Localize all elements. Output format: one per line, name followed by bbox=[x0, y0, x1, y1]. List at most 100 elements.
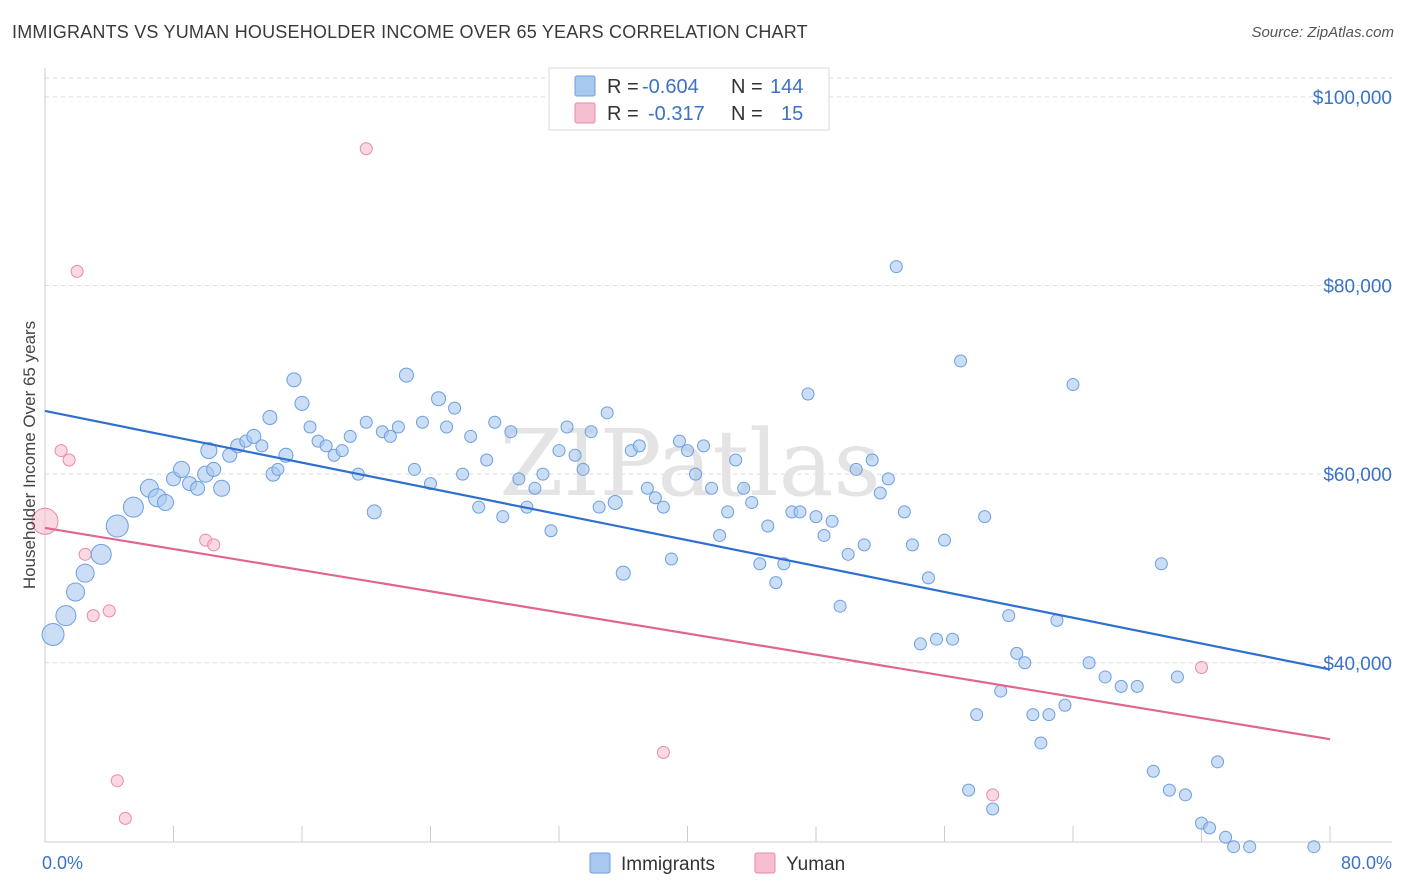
grid-lines bbox=[45, 77, 1392, 664]
immigrants-point-112 bbox=[970, 708, 984, 722]
immigrants-point-91 bbox=[801, 387, 815, 401]
immigrants-point-41 bbox=[398, 367, 414, 383]
yuman-point-1 bbox=[54, 444, 68, 458]
immigrants-point-45 bbox=[431, 391, 447, 407]
immigrants-point-137 bbox=[1219, 830, 1233, 844]
immigrants-point-135 bbox=[1203, 821, 1217, 835]
bottom-legend-label-immigrants: Immigrants bbox=[621, 854, 715, 875]
y-tick-labels: $100,000 $80,000 $60,000 $40,000 bbox=[1313, 88, 1392, 675]
legend-r-label-2: R = bbox=[607, 103, 639, 125]
immigrants-point-72 bbox=[648, 491, 662, 505]
legend-swatch-immigrants bbox=[574, 75, 596, 97]
immigrants-point-115 bbox=[994, 684, 1008, 698]
immigrants-point-64 bbox=[584, 425, 598, 439]
legend-r-value-2: -0.317 bbox=[648, 103, 705, 125]
axes bbox=[44, 68, 1392, 843]
immigrants-point-101 bbox=[881, 472, 895, 486]
immigrants-point-103 bbox=[897, 505, 911, 519]
immigrants-point-119 bbox=[1026, 708, 1040, 722]
yuman-point-13 bbox=[986, 788, 1000, 802]
immigrants-point-29 bbox=[303, 420, 317, 434]
immigrants-point-90 bbox=[793, 505, 807, 519]
immigrants-point-54 bbox=[504, 425, 518, 439]
legend-n-value-1: 144 bbox=[770, 76, 803, 98]
immigrants-point-87 bbox=[769, 576, 783, 590]
immigrants-point-121 bbox=[1042, 708, 1056, 722]
immigrants-point-46 bbox=[440, 420, 454, 434]
immigrants-point-55 bbox=[512, 472, 526, 486]
immigrants-point-83 bbox=[737, 481, 751, 495]
immigrants-point-94 bbox=[825, 514, 839, 528]
bottom-legend-swatch-yuman bbox=[754, 852, 776, 874]
immigrants-point-78 bbox=[697, 439, 711, 453]
legend-r-value-1: -0.604 bbox=[642, 76, 699, 98]
immigrants-point-49 bbox=[464, 429, 478, 443]
immigrants-point-31 bbox=[319, 439, 333, 453]
immigrants-point-130 bbox=[1154, 557, 1168, 571]
immigrants-point-70 bbox=[632, 439, 646, 453]
immigrants-point-77 bbox=[689, 467, 703, 481]
immigrants-point-85 bbox=[753, 557, 767, 571]
immigrants-point-65 bbox=[592, 500, 606, 514]
x-tick-label-1: 80.0% bbox=[1341, 853, 1392, 873]
immigrants-point-105 bbox=[913, 637, 927, 651]
immigrants-point-107 bbox=[929, 632, 943, 646]
y-axis-label: Householder Income Over 65 years bbox=[20, 321, 39, 589]
immigrants-point-25 bbox=[271, 462, 285, 476]
immigrants-point-11 bbox=[173, 460, 191, 478]
immigrants-point-102 bbox=[889, 260, 903, 274]
y-tick-label-0: $100,000 bbox=[1313, 88, 1392, 109]
immigrants-point-52 bbox=[488, 415, 502, 429]
x-tick-label-0: 0.0% bbox=[42, 853, 83, 873]
immigrants-point-36 bbox=[359, 415, 373, 429]
immigrants-point-136 bbox=[1211, 755, 1225, 769]
x-tick-labels: 0.0% 80.0% bbox=[42, 853, 1392, 873]
immigrants-point-139 bbox=[1243, 840, 1257, 854]
immigrants-point-17 bbox=[213, 479, 231, 497]
immigrants-point-76 bbox=[681, 444, 694, 458]
immigrants-point-5 bbox=[105, 514, 129, 538]
immigrants-point-60 bbox=[552, 444, 566, 458]
immigrants-point-132 bbox=[1170, 670, 1184, 684]
yuman-point-7 bbox=[110, 774, 124, 788]
yuman-point-10 bbox=[207, 538, 221, 552]
immigrants-point-125 bbox=[1082, 656, 1096, 670]
immigrants-point-58 bbox=[536, 467, 550, 481]
immigrants-point-15 bbox=[200, 442, 218, 460]
immigrants-point-98 bbox=[857, 538, 871, 552]
immigrants-point-1 bbox=[55, 605, 77, 627]
immigrants-point-116 bbox=[1002, 609, 1016, 623]
immigrants-point-43 bbox=[415, 415, 429, 429]
immigrants-point-96 bbox=[841, 547, 855, 561]
immigrants-point-95 bbox=[833, 599, 847, 613]
immigrants-point-3 bbox=[75, 563, 95, 583]
immigrants-point-23 bbox=[262, 410, 278, 426]
immigrants-point-71 bbox=[640, 481, 654, 495]
immigrants-point-104 bbox=[905, 538, 919, 552]
immigrants-point-50 bbox=[472, 500, 486, 514]
immigrants-point-126 bbox=[1098, 670, 1112, 684]
legend-n-label-1: N = bbox=[731, 76, 763, 98]
yuman-point-12 bbox=[656, 745, 670, 759]
immigrants-point-28 bbox=[294, 395, 310, 411]
legend-n-value-2: 15 bbox=[781, 103, 803, 125]
immigrants-point-123 bbox=[1058, 698, 1072, 712]
immigrants-point-21 bbox=[246, 428, 262, 444]
immigrants-point-59 bbox=[544, 524, 558, 538]
svg-text:ZIPatlas: ZIPatlas bbox=[499, 410, 880, 517]
yuman-point-3 bbox=[70, 264, 84, 278]
immigrants-point-53 bbox=[496, 510, 510, 524]
legend-r-label-1: R = bbox=[607, 76, 639, 98]
legend-swatch-yuman bbox=[574, 102, 596, 124]
immigrants-point-39 bbox=[383, 429, 397, 443]
immigrants-point-140 bbox=[1307, 840, 1321, 854]
immigrants-point-97 bbox=[849, 462, 863, 476]
immigrants-point-37 bbox=[366, 504, 382, 520]
immigrants-point-40 bbox=[391, 420, 405, 434]
immigrants-point-13 bbox=[190, 480, 206, 496]
immigrants-point-73 bbox=[656, 500, 670, 514]
yuman-point-8 bbox=[118, 811, 132, 825]
immigrants-point-109 bbox=[946, 632, 960, 646]
immigrants-point-120 bbox=[1034, 736, 1048, 750]
